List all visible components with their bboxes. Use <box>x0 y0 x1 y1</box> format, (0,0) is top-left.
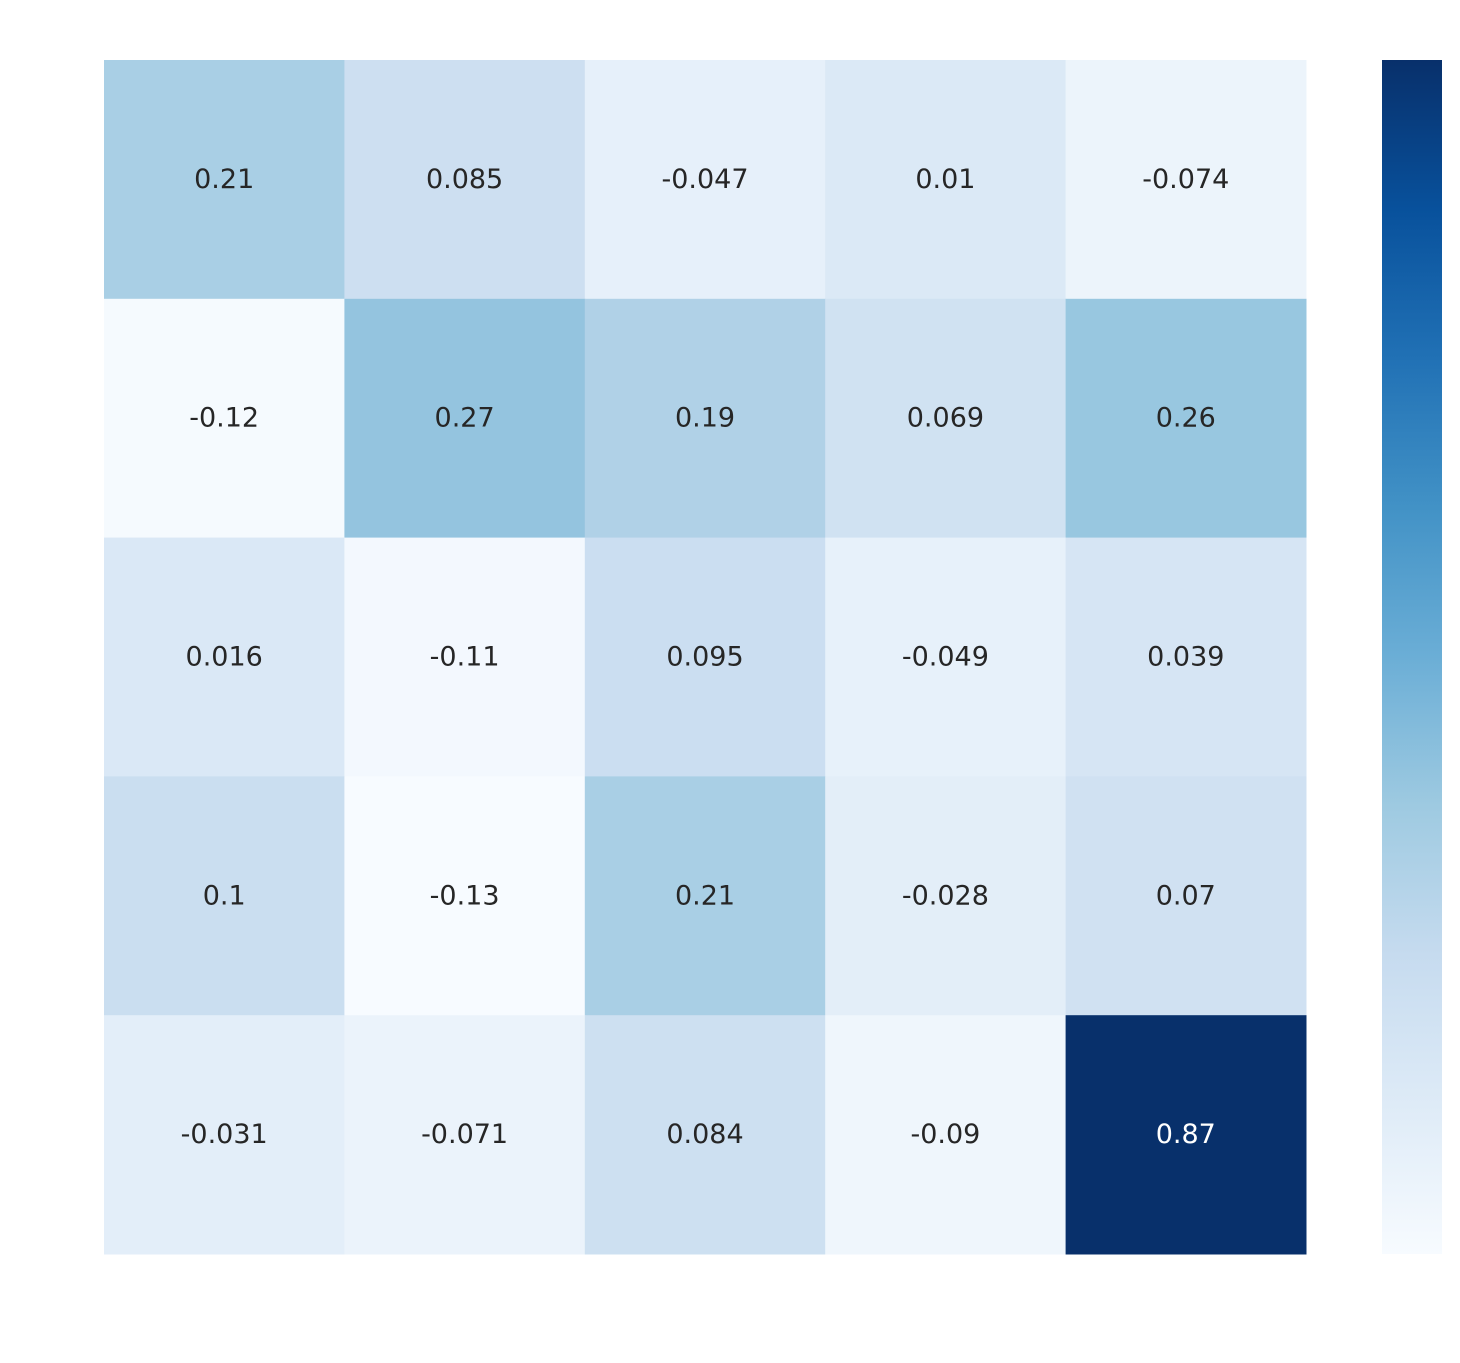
heatmap-cell-r3-c0 <box>104 776 345 1016</box>
heatmap-cell-r2-c3 <box>825 537 1067 777</box>
heatmap-cell-label-r3-c2: 0.21 <box>675 880 735 911</box>
heatmap-cell-label-r4-c2: 0.084 <box>666 1119 743 1150</box>
heatmap-cell-r0-c2 <box>584 60 826 300</box>
heatmap-annotations: 0.21 0.085 -0.047 0.01 -0.074 -0.12 0.27 0.19 0.… <box>181 164 1230 1150</box>
heatmap-cell-r0-c3 <box>825 60 1067 300</box>
heatmap-cell-r1-c3 <box>825 298 1067 539</box>
heatmap-cell-r0-c0 <box>104 60 345 300</box>
heatmap-cell-label-r2-c3: -0.049 <box>902 642 989 673</box>
heatmap-cell-r4-c0 <box>104 1015 345 1255</box>
heatmap-cell-r4-c4 <box>1065 1015 1307 1255</box>
heatmap-cell-r0-c4 <box>1065 60 1307 300</box>
heatmap-cell-r4-c2 <box>584 1015 826 1255</box>
heatmap-cell-label-r0-c3: 0.01 <box>915 164 975 195</box>
heatmap-cell-label-r1-c1: 0.27 <box>435 403 495 434</box>
heatmap-cell-label-r3-c0: 0.1 <box>203 880 246 911</box>
heatmap-cell-label-r4-c1: -0.071 <box>421 1119 508 1150</box>
heatmap-cell-r4-c1 <box>344 1015 586 1255</box>
heatmap-cell-label-r2-c0: 0.016 <box>186 642 263 673</box>
heatmap-cell-label-r2-c2: 0.095 <box>666 642 743 673</box>
heatmap-cell-label-r2-c4: 0.039 <box>1147 642 1224 673</box>
heatmap-cell-label-r4-c3: -0.09 <box>910 1119 980 1150</box>
heatmap-cell-r3-c4 <box>1065 776 1307 1016</box>
heatmap-cell-label-r1-c3: 0.069 <box>907 403 984 434</box>
heatmap-cell-r2-c1 <box>344 537 586 777</box>
heatmap-cell-r3-c3 <box>825 776 1067 1016</box>
heatmap-cell-label-r1-c4: 0.26 <box>1156 403 1216 434</box>
heatmap-cell-label-r2-c1: -0.11 <box>430 642 500 673</box>
heatmap-cell-label-r4-c0: -0.031 <box>181 1119 268 1150</box>
heatmap-cell-r0-c1 <box>344 60 586 300</box>
heatmap-cell-label-r0-c1: 0.085 <box>426 164 503 195</box>
colorbar-gradient <box>1382 60 1442 1254</box>
heatmap-cell-r1-c2 <box>584 298 826 539</box>
heatmap-cell-r1-c0 <box>104 298 345 539</box>
heatmap-cell-label-r1-c0: -0.12 <box>189 403 259 434</box>
heatmap-cell-label-r0-c0: 0.21 <box>194 164 254 195</box>
heatmap-cell-label-r3-c4: 0.07 <box>1156 880 1216 911</box>
heatmap-cell-label-r3-c3: -0.028 <box>902 880 989 911</box>
heatmap-cell-label-r3-c1: -0.13 <box>430 880 500 911</box>
heatmap-cells <box>104 60 1307 1255</box>
heatmap-cell-r2-c4 <box>1065 537 1307 777</box>
heatmap-cell-r3-c1 <box>344 776 586 1016</box>
heatmap-cell-label-r4-c4: 0.87 <box>1156 1119 1216 1150</box>
heatmap-cell-r1-c1 <box>344 298 586 539</box>
heatmap-cell-label-r0-c2: -0.047 <box>661 164 748 195</box>
heatmap-cell-r2-c2 <box>584 537 826 777</box>
heatmap-cell-label-r1-c2: 0.19 <box>675 403 735 434</box>
heatmap-cell-r1-c4 <box>1065 298 1307 539</box>
heatmap-cell-r2-c0 <box>104 537 345 777</box>
heatmap-cell-r3-c2 <box>584 776 826 1016</box>
heatmap-cell-r4-c3 <box>825 1015 1067 1255</box>
colorbar <box>1382 60 1442 1254</box>
heatmap-cell-label-r0-c4: -0.074 <box>1142 164 1229 195</box>
